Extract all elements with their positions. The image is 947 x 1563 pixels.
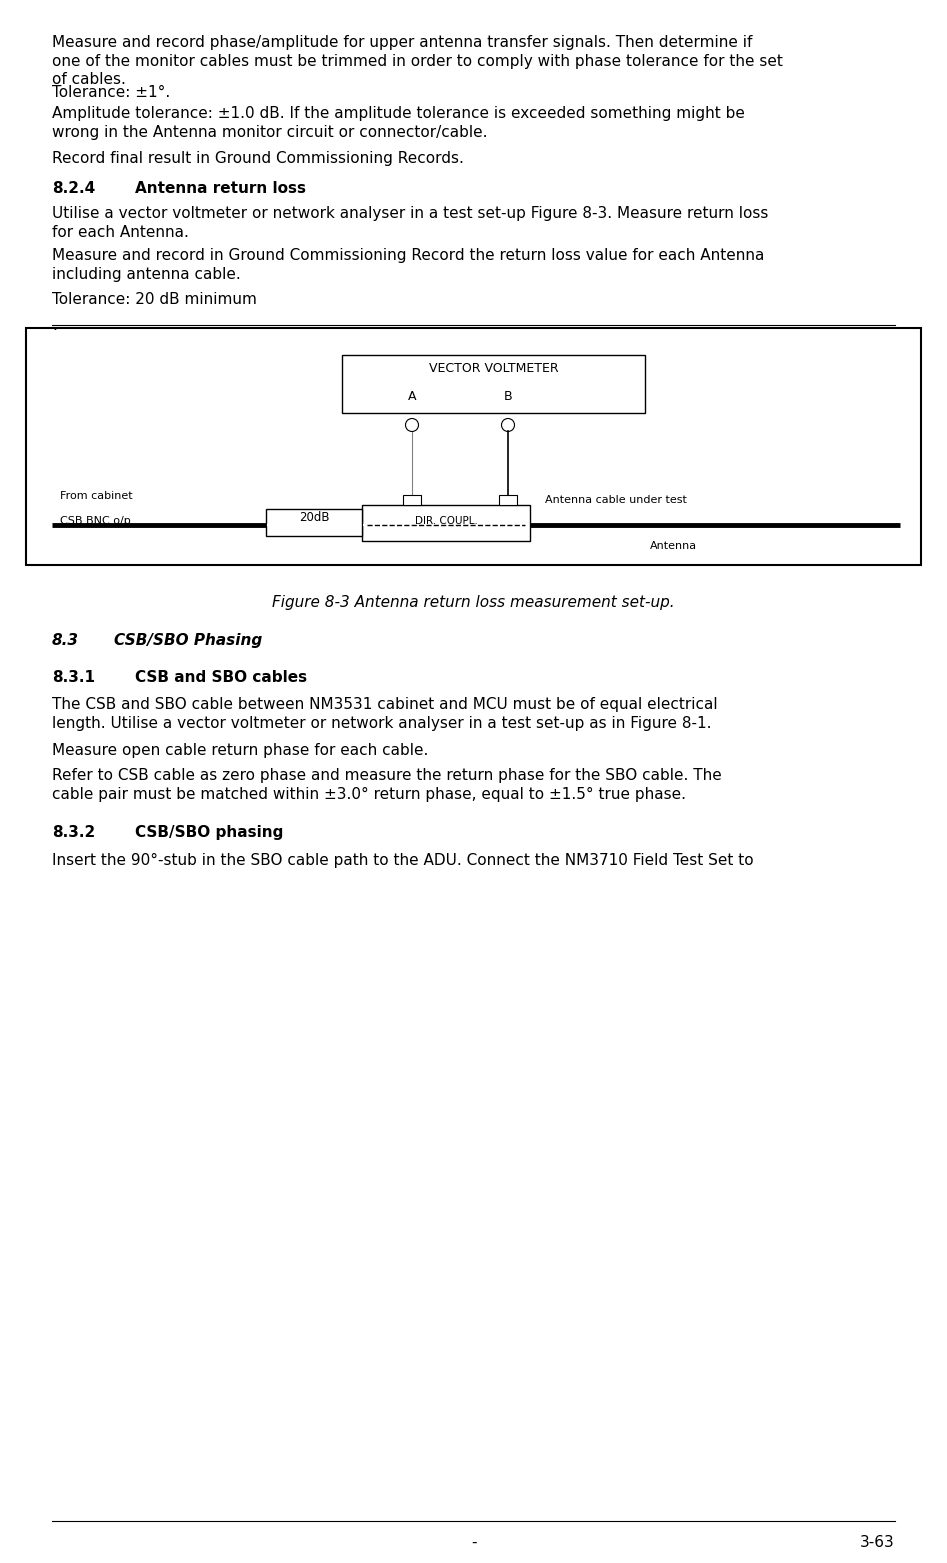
- Text: Amplitude tolerance: ±1.0 dB. If the amplitude tolerance is exceeded something m: Amplitude tolerance: ±1.0 dB. If the amp…: [52, 106, 745, 139]
- Bar: [499, 495, 517, 505]
- Text: Measure and record in Ground Commissioning Record the return loss value for each: Measure and record in Ground Commissioni…: [52, 249, 764, 281]
- Text: CSB BNC o/p: CSB BNC o/p: [60, 516, 131, 527]
- Text: A: A: [408, 391, 417, 403]
- Text: 3-63: 3-63: [860, 1535, 895, 1550]
- Text: 8.3.1: 8.3.1: [52, 671, 95, 685]
- Text: .: .: [52, 317, 57, 333]
- Text: From cabinet: From cabinet: [60, 491, 133, 502]
- Text: -: -: [471, 1535, 476, 1550]
- Bar: [266, 510, 362, 536]
- Text: Measure and record phase/amplitude for upper antenna transfer signals. Then dete: Measure and record phase/amplitude for u…: [52, 34, 783, 88]
- Text: B: B: [504, 391, 512, 403]
- Text: Tolerance: ±1°.: Tolerance: ±1°.: [52, 84, 170, 100]
- Text: 20dB: 20dB: [298, 511, 330, 524]
- Text: Utilise a vector voltmeter or network analyser in a test set-up Figure 8-3. Meas: Utilise a vector voltmeter or network an…: [52, 206, 768, 239]
- Text: Antenna return loss: Antenna return loss: [135, 181, 306, 195]
- Bar: [26, 328, 921, 564]
- Text: 8.3: 8.3: [52, 633, 79, 649]
- Text: Insert the 90°-stub in the SBO cable path to the ADU. Connect the NM3710 Field T: Insert the 90°-stub in the SBO cable pat…: [52, 853, 754, 867]
- Text: Refer to CSB cable as zero phase and measure the return phase for the SBO cable.: Refer to CSB cable as zero phase and mea…: [52, 767, 722, 802]
- Text: The CSB and SBO cable between NM3531 cabinet and MCU must be of equal electrical: The CSB and SBO cable between NM3531 cab…: [52, 697, 718, 730]
- Text: Antenna cable under test: Antenna cable under test: [545, 495, 687, 505]
- Text: 8.2.4: 8.2.4: [52, 181, 96, 195]
- Text: CSB/SBO phasing: CSB/SBO phasing: [135, 825, 283, 839]
- Text: DIR. COUPL.: DIR. COUPL.: [415, 516, 477, 527]
- Text: CSB and SBO cables: CSB and SBO cables: [135, 671, 307, 685]
- Text: Figure 8-3 Antenna return loss measurement set-up.: Figure 8-3 Antenna return loss measureme…: [272, 596, 675, 610]
- Text: Record final result in Ground Commissioning Records.: Record final result in Ground Commission…: [52, 152, 464, 166]
- Text: CSB/SBO Phasing: CSB/SBO Phasing: [114, 633, 262, 649]
- Bar: [342, 355, 645, 413]
- Text: VECTOR VOLTMETER: VECTOR VOLTMETER: [429, 363, 559, 375]
- Text: Tolerance: 20 dB minimum: Tolerance: 20 dB minimum: [52, 292, 257, 306]
- Text: 8.3.2: 8.3.2: [52, 825, 96, 839]
- Bar: [362, 505, 530, 541]
- Text: Measure open cable return phase for each cable.: Measure open cable return phase for each…: [52, 742, 428, 758]
- Text: Antenna: Antenna: [650, 541, 697, 552]
- Bar: [403, 495, 421, 505]
